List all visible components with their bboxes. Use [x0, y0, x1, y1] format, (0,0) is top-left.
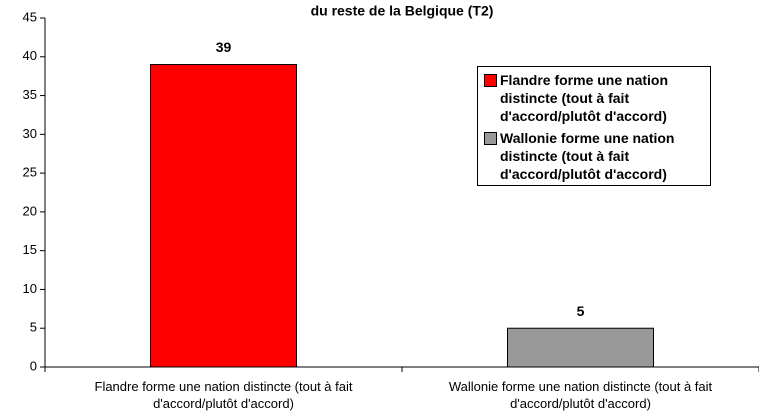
- y-tick-label: 20: [23, 203, 37, 218]
- y-tick-label: 40: [23, 48, 37, 63]
- y-tick-label: 25: [23, 165, 37, 180]
- legend-label: Flandre forme une nation distincte (tout…: [500, 72, 669, 124]
- y-tick-label: 10: [23, 281, 37, 296]
- y-tick-label: 15: [23, 242, 37, 257]
- x-tick-label: Wallonie forme une nation distincte (tou…: [448, 379, 713, 411]
- legend-label: Wallonie forme une nation distincte (tou…: [500, 130, 675, 182]
- bar: [150, 64, 297, 368]
- legend-swatch: [484, 74, 497, 87]
- y-tick-label: 35: [23, 87, 37, 102]
- y-tick-label: 0: [30, 358, 37, 373]
- legend-swatch: [484, 132, 497, 145]
- legend: Flandre forme une nation distincte (tout…: [477, 66, 711, 186]
- x-tick-label: Flandre forme une nation distincte (tout…: [94, 379, 353, 411]
- bar: [507, 327, 654, 368]
- y-tick-label: 30: [23, 126, 37, 141]
- y-tick-label: 5: [30, 320, 37, 335]
- legend-item: Flandre forme une nation distincte (tout…: [482, 71, 706, 125]
- y-tick-label: 45: [23, 9, 37, 24]
- chart-title: du reste de la Belgique (T2): [311, 3, 494, 19]
- data-label: 5: [577, 303, 585, 319]
- legend-item: Wallonie forme une nation distincte (tou…: [482, 129, 706, 183]
- data-label: 39: [216, 39, 232, 55]
